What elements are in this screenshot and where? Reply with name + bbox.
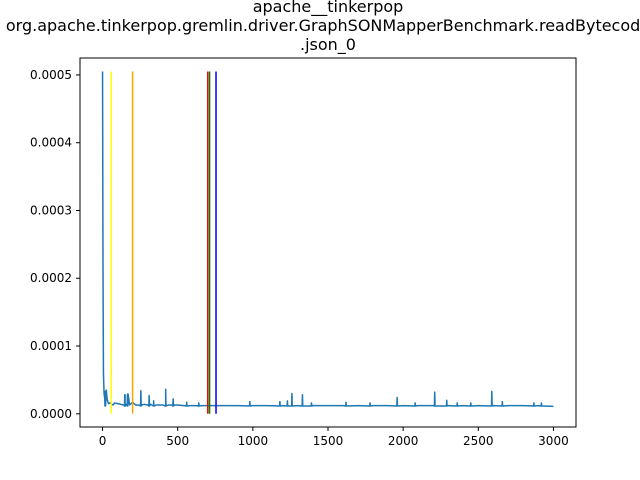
y-axis-ticks: 0.0000 0.0001 0.0002 0.0003 0.0004 0.0005 — [30, 68, 80, 421]
y-tick-label: 0.0005 — [30, 68, 72, 82]
series-line-0 — [101, 71, 554, 408]
x-tick-label: 0 — [99, 434, 107, 448]
x-tick-label: 3000 — [538, 434, 569, 448]
x-tick-label: 1500 — [313, 434, 344, 448]
x-tick-label: 500 — [166, 434, 189, 448]
axes-frame — [79, 57, 577, 428]
y-tick-label: 0.0001 — [30, 339, 72, 353]
x-tick-label: 2500 — [463, 434, 494, 448]
x-tick-label: 1000 — [238, 434, 269, 448]
y-tick-label: 0.0004 — [30, 136, 72, 150]
y-tick-label: 0.0003 — [30, 203, 72, 217]
x-tick-label: 2000 — [388, 434, 419, 448]
chart-title-line-3: .json_0 — [300, 35, 356, 55]
plot-area — [101, 71, 554, 414]
y-tick-label: 0.0002 — [30, 271, 72, 285]
x-axis-ticks: 0 500 1000 1500 2000 2500 3000 — [99, 427, 569, 448]
chart-title-line-2: org.apache.tinkerpop.gremlin.driver.Grap… — [6, 16, 640, 35]
y-tick-label: 0.0000 — [30, 407, 72, 421]
chart-title-line-1: apache__tinkerpop — [253, 0, 404, 17]
